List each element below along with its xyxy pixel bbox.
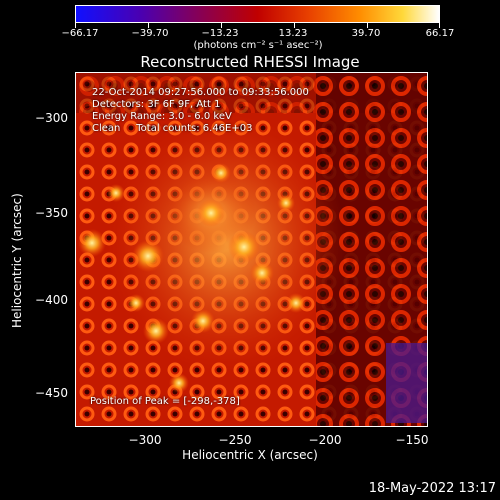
- info-detectors: Detectors: 3F 6F 9F, Att 1: [92, 99, 221, 110]
- y-tick-label: −400: [35, 293, 68, 307]
- colorbar-tick: [294, 23, 295, 28]
- x-tick-label: −150: [395, 433, 429, 447]
- image-title: Reconstructed RHESSI Image: [140, 53, 360, 71]
- x-tick-label: −250: [218, 433, 252, 447]
- info-energy-range: Energy Range: 3.0 - 6.0 keV: [92, 111, 232, 122]
- colorbar-tick-label: −66.17: [61, 28, 99, 39]
- y-tick-label: −300: [35, 111, 68, 125]
- colorbar-tick: [148, 23, 149, 28]
- y-axis-label: Heliocentric Y (arcsec): [10, 193, 24, 328]
- x-axis-label: Heliocentric X (arcsec): [182, 448, 318, 462]
- x-tick-label: −300: [128, 433, 162, 447]
- colorbar-tick: [439, 23, 440, 28]
- colorbar-tick-label: 66.17: [425, 28, 455, 39]
- colorbar-tick: [367, 23, 368, 28]
- rhessi-image: [76, 73, 427, 426]
- colorbar-tick-label: −39.70: [131, 28, 169, 39]
- y-tick-label: −350: [35, 206, 68, 220]
- colorbar-tick: [75, 23, 76, 28]
- x-tick-label: −200: [308, 433, 342, 447]
- plot-timestamp: 18-May-2022 13:17: [368, 481, 496, 496]
- colorbar: [75, 5, 440, 23]
- colorbar-tick-label: 39.70: [351, 28, 381, 39]
- peak-position-label: Position of Peak = [-298,-378]: [90, 396, 240, 407]
- info-clean-counts: Clean Total counts: 6.46E+03: [92, 123, 253, 134]
- colorbar-unit-label: (photons cm⁻² s⁻¹ asec⁻²): [193, 40, 323, 51]
- info-time-range: 22-Oct-2014 09:27:56.000 to 09:33:56.000: [92, 87, 309, 98]
- colorbar-tick-label: 13.23: [278, 28, 308, 39]
- colorbar-tick-label: −13.23: [201, 28, 239, 39]
- colorbar-tick: [221, 23, 222, 28]
- rhessi-image-plot: [75, 72, 428, 427]
- y-tick-label: −450: [35, 386, 68, 400]
